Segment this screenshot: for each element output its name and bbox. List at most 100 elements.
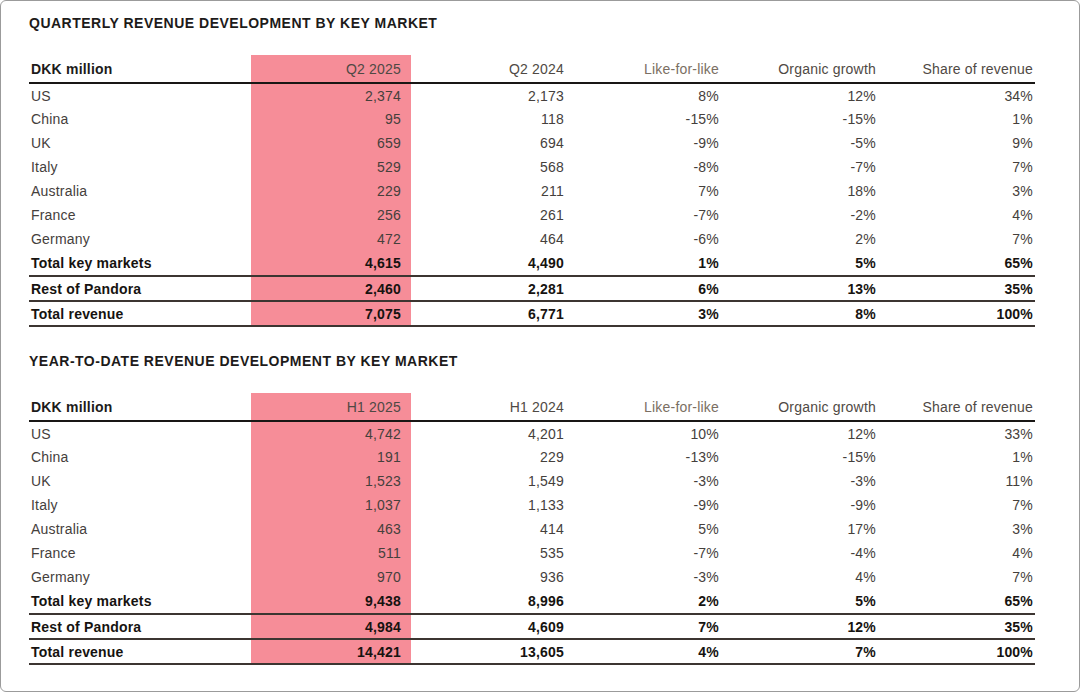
table-row-total-revenue: Total revenue7,0756,7713%8%100%	[29, 301, 1035, 326]
value-cell: 4,742	[251, 421, 411, 445]
market-label: Germany	[29, 227, 251, 251]
value-cell: 5%	[721, 251, 878, 276]
col-header-organic-growth: Organic growth	[721, 393, 878, 421]
table-body: US4,7424,20110%12%33%China191229-13%-15%…	[29, 421, 1035, 664]
market-label: Italy	[29, 155, 251, 179]
table-row-total-key-markets: Total key markets9,4388,9962%5%65%	[29, 589, 1035, 614]
value-cell: 3%	[566, 301, 721, 326]
table-row-france: France256261-7%-2%4%	[29, 203, 1035, 227]
table-row-rest-of-pandora: Rest of Pandora4,9844,6097%12%35%	[29, 614, 1035, 639]
value-cell: 4%	[566, 639, 721, 664]
value-cell: -15%	[721, 107, 878, 131]
value-cell: -7%	[566, 541, 721, 565]
value-cell: 13,605	[411, 639, 566, 664]
col-header-share-of-revenue: Share of revenue	[878, 393, 1035, 421]
value-cell: -9%	[566, 131, 721, 155]
value-cell: 472	[251, 227, 411, 251]
value-cell: 7%	[566, 179, 721, 203]
value-cell: 118	[411, 107, 566, 131]
table-header: DKK millionH1 2025H1 2024Like-for-likeOr…	[29, 393, 1035, 421]
col-header-dkk-million: DKK million	[29, 393, 251, 421]
value-cell: -6%	[566, 227, 721, 251]
ytd-revenue-section: YEAR-TO-DATE REVENUE DEVELOPMENT BY KEY …	[29, 353, 1035, 665]
table-row-china: China95118-15%-15%1%	[29, 107, 1035, 131]
value-cell: 11%	[878, 469, 1035, 493]
table-row-china: China191229-13%-15%1%	[29, 445, 1035, 469]
value-cell: -7%	[566, 203, 721, 227]
value-cell: 95	[251, 107, 411, 131]
value-cell: 970	[251, 565, 411, 589]
col-header-like-for-like: Like-for-like	[566, 55, 721, 83]
value-cell: 6,771	[411, 301, 566, 326]
revenue-report-page: QUARTERLY REVENUE DEVELOPMENT BY KEY MAR…	[0, 0, 1080, 692]
table-row-australia: Australia4634145%17%3%	[29, 517, 1035, 541]
value-cell: 8%	[566, 83, 721, 107]
value-cell: 568	[411, 155, 566, 179]
value-cell: -15%	[721, 445, 878, 469]
value-cell: 4,609	[411, 614, 566, 639]
value-cell: 529	[251, 155, 411, 179]
value-cell: -15%	[566, 107, 721, 131]
col-header-h1-2025: H1 2025	[251, 393, 411, 421]
value-cell: 100%	[878, 301, 1035, 326]
market-label: China	[29, 445, 251, 469]
value-cell: 1,523	[251, 469, 411, 493]
market-label: Rest of Pandora	[29, 614, 251, 639]
value-cell: 2%	[566, 589, 721, 614]
value-cell: -2%	[721, 203, 878, 227]
header-row: DKK millionH1 2025H1 2024Like-for-likeOr…	[29, 393, 1035, 421]
value-cell: 1%	[878, 107, 1035, 131]
col-header-q2-2025: Q2 2025	[251, 55, 411, 83]
value-cell: 511	[251, 541, 411, 565]
value-cell: -9%	[721, 493, 878, 517]
market-label: Total key markets	[29, 589, 251, 614]
market-label: US	[29, 421, 251, 445]
table-header: DKK millionQ2 2025Q2 2024Like-for-likeOr…	[29, 55, 1035, 83]
value-cell: 2,281	[411, 276, 566, 301]
value-cell: 8%	[721, 301, 878, 326]
value-cell: 659	[251, 131, 411, 155]
value-cell: 463	[251, 517, 411, 541]
value-cell: 65%	[878, 589, 1035, 614]
value-cell: 4,984	[251, 614, 411, 639]
value-cell: 35%	[878, 614, 1035, 639]
value-cell: 100%	[878, 639, 1035, 664]
value-cell: 1%	[566, 251, 721, 276]
value-cell: 1,037	[251, 493, 411, 517]
table-row-total-revenue: Total revenue14,42113,6054%7%100%	[29, 639, 1035, 664]
value-cell: -3%	[566, 469, 721, 493]
value-cell: 211	[411, 179, 566, 203]
table-row-us: US2,3742,1738%12%34%	[29, 83, 1035, 107]
value-cell: 12%	[721, 83, 878, 107]
value-cell: 10%	[566, 421, 721, 445]
col-header-like-for-like: Like-for-like	[566, 393, 721, 421]
quarterly-revenue-section: QUARTERLY REVENUE DEVELOPMENT BY KEY MAR…	[29, 15, 1035, 327]
value-cell: 4%	[878, 203, 1035, 227]
value-cell: 1,133	[411, 493, 566, 517]
report-sections: QUARTERLY REVENUE DEVELOPMENT BY KEY MAR…	[29, 15, 1035, 665]
value-cell: 4,201	[411, 421, 566, 445]
value-cell: 4,490	[411, 251, 566, 276]
value-cell: 65%	[878, 251, 1035, 276]
value-cell: 13%	[721, 276, 878, 301]
value-cell: 4,615	[251, 251, 411, 276]
value-cell: -7%	[721, 155, 878, 179]
value-cell: 14,421	[251, 639, 411, 664]
value-cell: 5%	[566, 517, 721, 541]
value-cell: -8%	[566, 155, 721, 179]
value-cell: 3%	[878, 179, 1035, 203]
value-cell: 4%	[721, 565, 878, 589]
market-label: China	[29, 107, 251, 131]
market-label: Total key markets	[29, 251, 251, 276]
value-cell: 936	[411, 565, 566, 589]
value-cell: 4%	[878, 541, 1035, 565]
value-cell: -9%	[566, 493, 721, 517]
value-cell: 229	[411, 445, 566, 469]
market-label: France	[29, 541, 251, 565]
table-row-uk: UK659694-9%-5%9%	[29, 131, 1035, 155]
col-header-h1-2024: H1 2024	[411, 393, 566, 421]
value-cell: 34%	[878, 83, 1035, 107]
value-cell: 2,173	[411, 83, 566, 107]
value-cell: 1%	[878, 445, 1035, 469]
market-label: Italy	[29, 493, 251, 517]
